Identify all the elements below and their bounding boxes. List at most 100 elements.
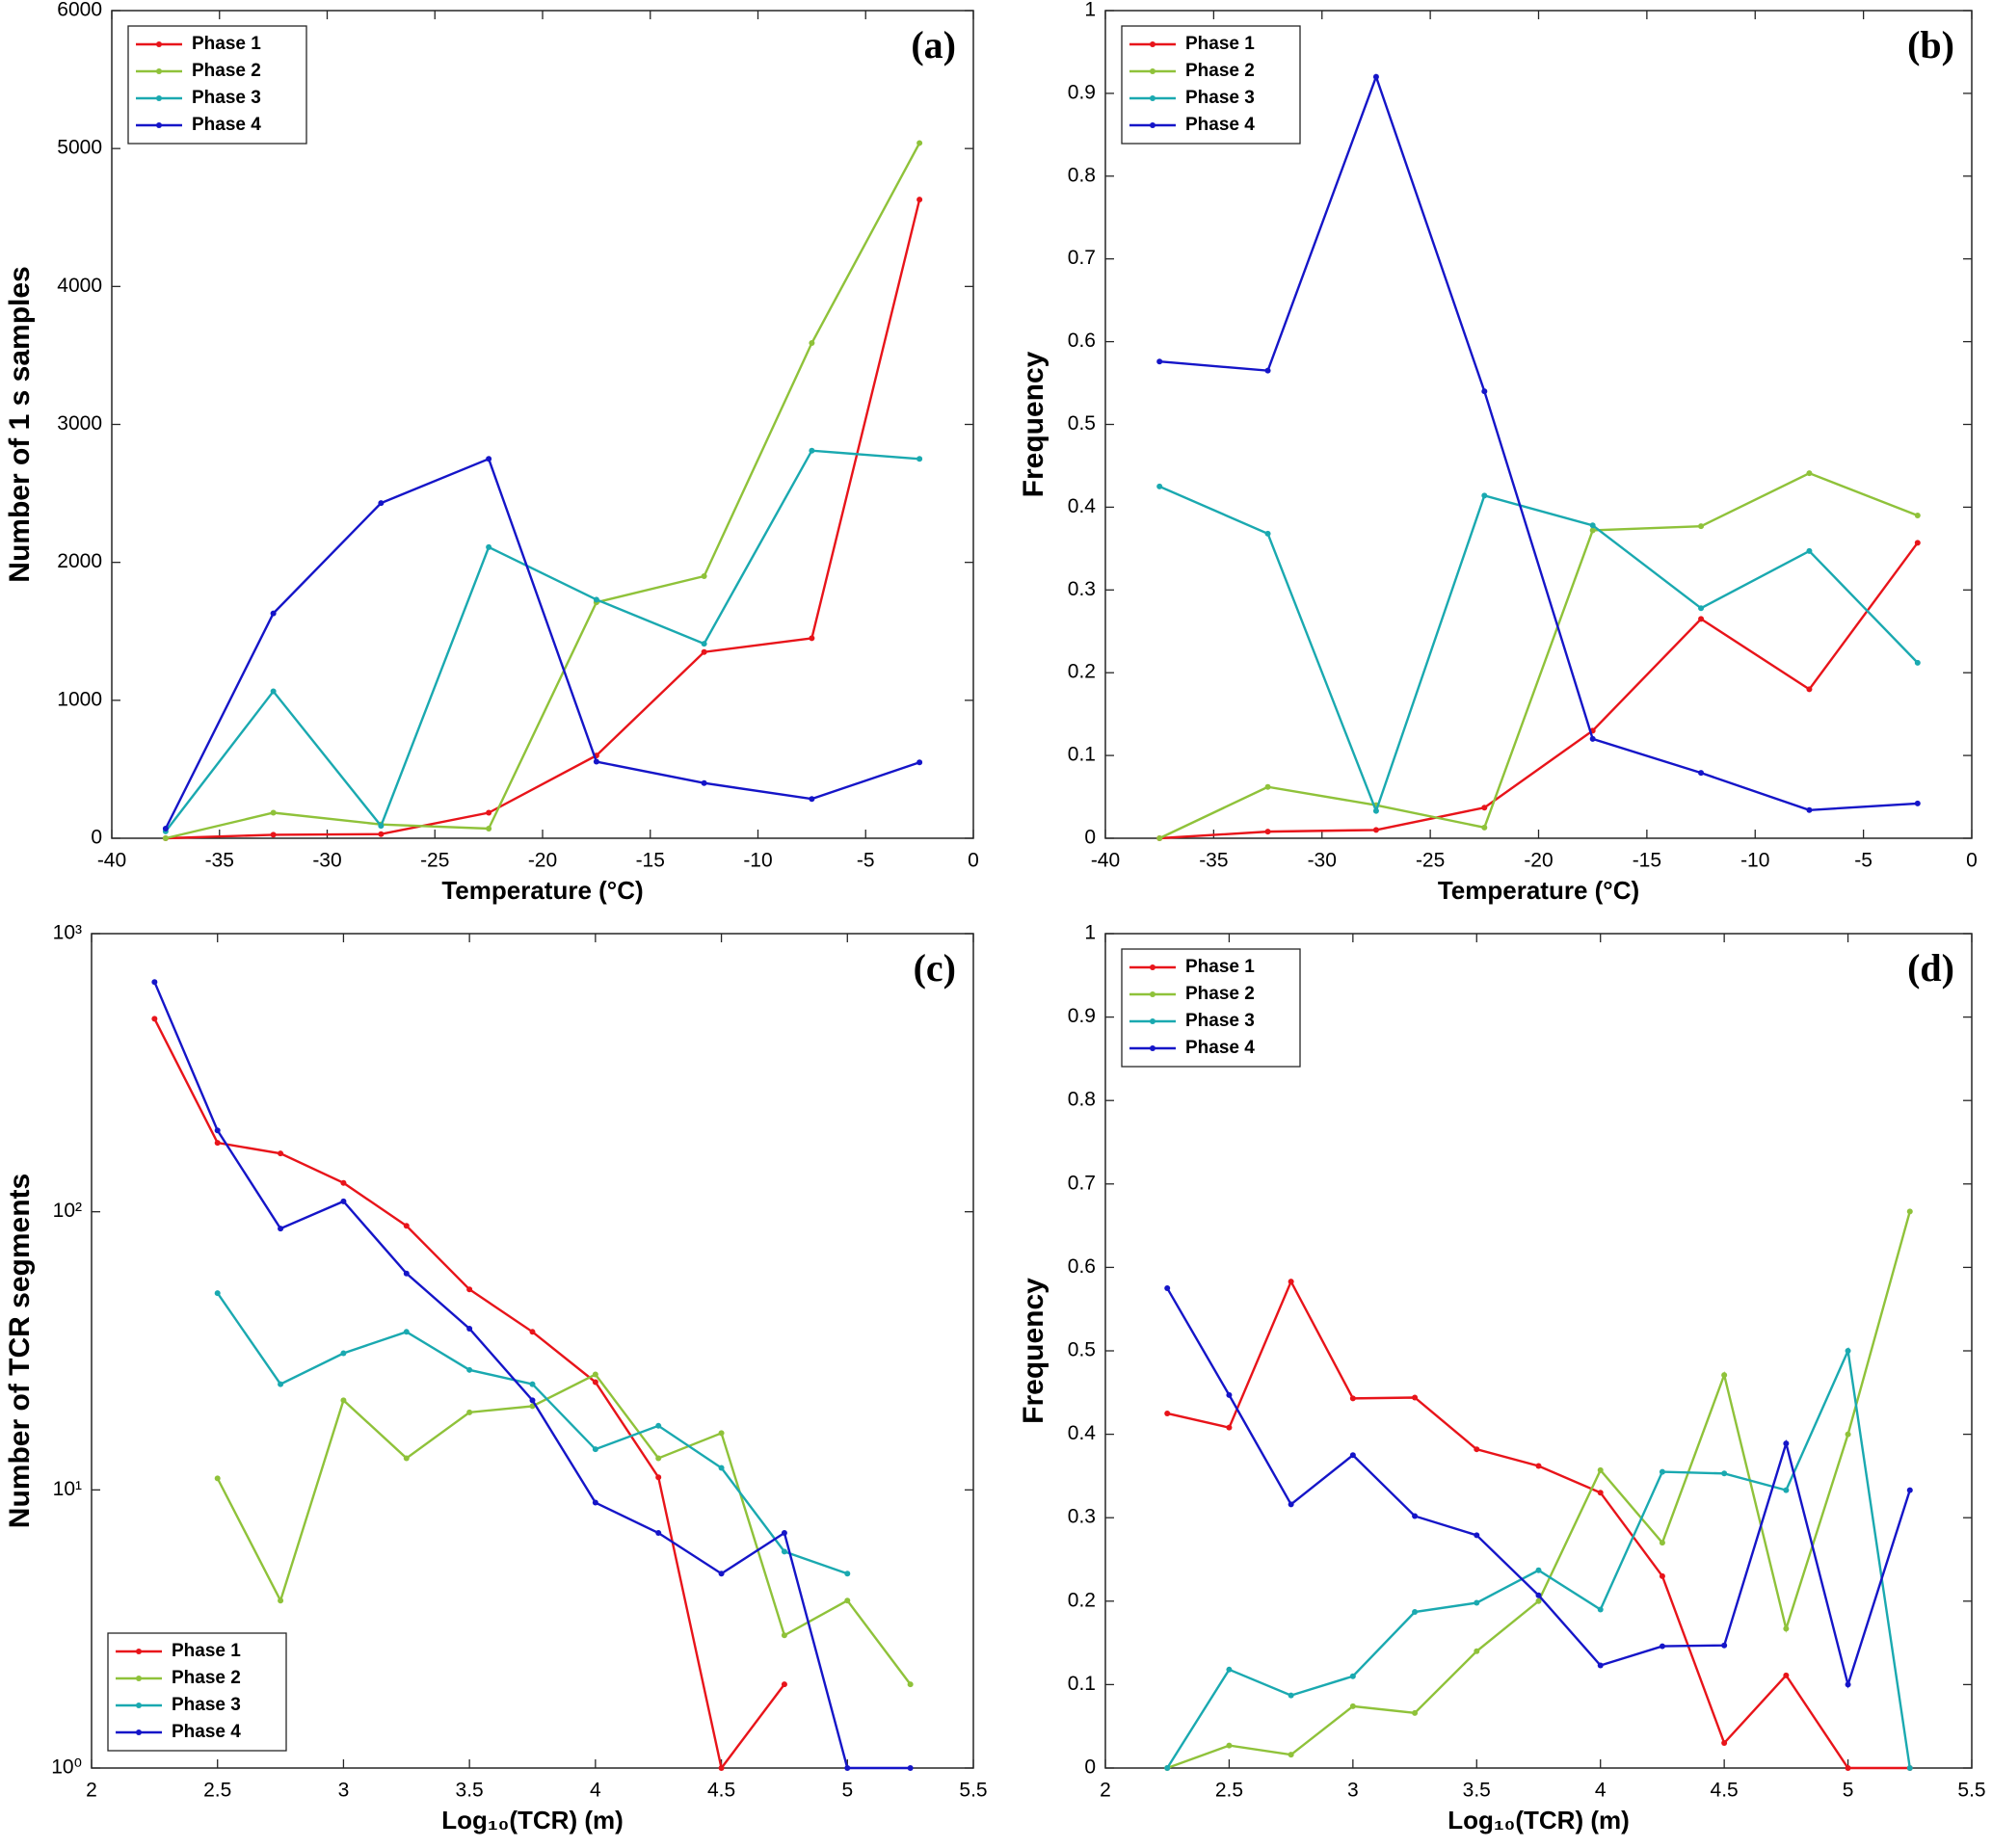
x-tick-label: 3 [1347, 1780, 1359, 1802]
data-point [844, 1765, 851, 1771]
x-tick-label: 5 [841, 1780, 853, 1802]
data-point [1481, 388, 1488, 395]
x-tick-label: 3.5 [1463, 1780, 1491, 1802]
data-point [1845, 1348, 1851, 1354]
data-point [486, 543, 492, 550]
y-tick-label: 0.7 [1068, 247, 1096, 269]
y-tick-label: 1000 [57, 688, 102, 710]
legend-label: Phase 2 [192, 61, 261, 81]
data-point [270, 688, 277, 695]
data-point [1164, 1765, 1171, 1771]
data-point [340, 1198, 347, 1204]
series-line [1158, 471, 1919, 840]
y-tick-label: 0 [1084, 827, 1096, 849]
data-point [1698, 770, 1705, 777]
data-point [1226, 1424, 1233, 1431]
data-point [1226, 1666, 1233, 1673]
data-point [1589, 527, 1596, 534]
data-point [214, 1290, 221, 1297]
legend-marker [1150, 1045, 1155, 1051]
data-point [844, 1597, 851, 1604]
x-tick-label: 5.5 [1957, 1780, 1985, 1802]
data-point [1156, 835, 1163, 841]
legend-marker [156, 41, 162, 47]
legend-label: Phase 3 [172, 1695, 241, 1715]
panel-label: (c) [914, 946, 956, 990]
x-tick-label: 0 [968, 850, 979, 872]
y-tick-label: 0.8 [1068, 164, 1096, 186]
data-point [1474, 1599, 1480, 1606]
legend-label: Phase 3 [1185, 88, 1255, 108]
data-point [1589, 522, 1596, 529]
x-tick-label: 2 [1100, 1780, 1111, 1802]
data-point [701, 779, 707, 786]
y-tick-label: 0.3 [1068, 578, 1096, 600]
y-tick-label: 10⁰ [51, 1756, 82, 1779]
legend-marker [136, 1649, 142, 1654]
data-point [1481, 492, 1488, 499]
data-point [1914, 512, 1921, 518]
data-point [1288, 1501, 1294, 1508]
data-point [529, 1329, 536, 1335]
plot-area [1104, 933, 1973, 1769]
y-tick-label: 5000 [57, 137, 102, 159]
data-point [809, 796, 815, 803]
data-point [1845, 1765, 1851, 1771]
data-point [844, 1571, 851, 1577]
data-point [1412, 1609, 1419, 1616]
data-point [403, 1223, 410, 1229]
data-point [809, 447, 815, 454]
data-point [1474, 1648, 1480, 1654]
x-tick-label: -25 [420, 850, 449, 872]
legend-label: Phase 1 [192, 34, 261, 54]
data-point [1806, 806, 1813, 813]
x-tick-label: -20 [1524, 850, 1553, 872]
data-point [1721, 1642, 1728, 1649]
data-point [214, 1475, 221, 1482]
data-point [907, 1681, 914, 1688]
data-point [1845, 1431, 1851, 1438]
data-point [809, 340, 815, 347]
data-point [403, 1329, 410, 1335]
legend-label: Phase 1 [1185, 34, 1255, 54]
data-point [1481, 824, 1488, 831]
plot-area [111, 10, 974, 839]
data-point [1264, 367, 1271, 374]
panel-label: (a) [911, 23, 956, 66]
x-tick-label: -35 [205, 850, 234, 872]
data-point [1412, 1513, 1419, 1519]
y-tick-label: 0.5 [1068, 1339, 1096, 1361]
data-point [1698, 523, 1705, 530]
data-point [466, 1409, 473, 1415]
series-line [1159, 73, 1918, 812]
data-point [1412, 1394, 1419, 1401]
x-tick-label: -15 [1633, 850, 1661, 872]
x-tick-label: 5.5 [959, 1780, 987, 1802]
data-point [593, 758, 599, 765]
data-point [486, 809, 492, 816]
legend-label: Phase 1 [1185, 957, 1255, 977]
legend-marker [156, 95, 162, 101]
data-point [1806, 547, 1813, 554]
data-point [270, 832, 277, 838]
data-point [1914, 800, 1921, 806]
data-point [1698, 616, 1705, 622]
y-tick-label: 1 [1084, 0, 1096, 21]
data-point [1783, 1440, 1790, 1447]
legend-marker [136, 1729, 142, 1735]
x-tick-label: -35 [1199, 850, 1228, 872]
x-tick-label: 2 [86, 1780, 97, 1802]
y-tick-label: 0.2 [1068, 661, 1096, 683]
data-point [151, 979, 158, 986]
data-point [1349, 1703, 1356, 1709]
x-tick-label: -15 [636, 850, 665, 872]
data-point [1264, 530, 1271, 537]
data-point [278, 1226, 284, 1232]
data-point [403, 1270, 410, 1277]
legend-marker [136, 1676, 142, 1681]
x-axis-label: Temperature (°C) [441, 876, 643, 905]
x-axis-label: Temperature (°C) [1438, 876, 1639, 905]
y-tick-label: 0.5 [1068, 412, 1096, 435]
series-line [216, 1373, 912, 1685]
